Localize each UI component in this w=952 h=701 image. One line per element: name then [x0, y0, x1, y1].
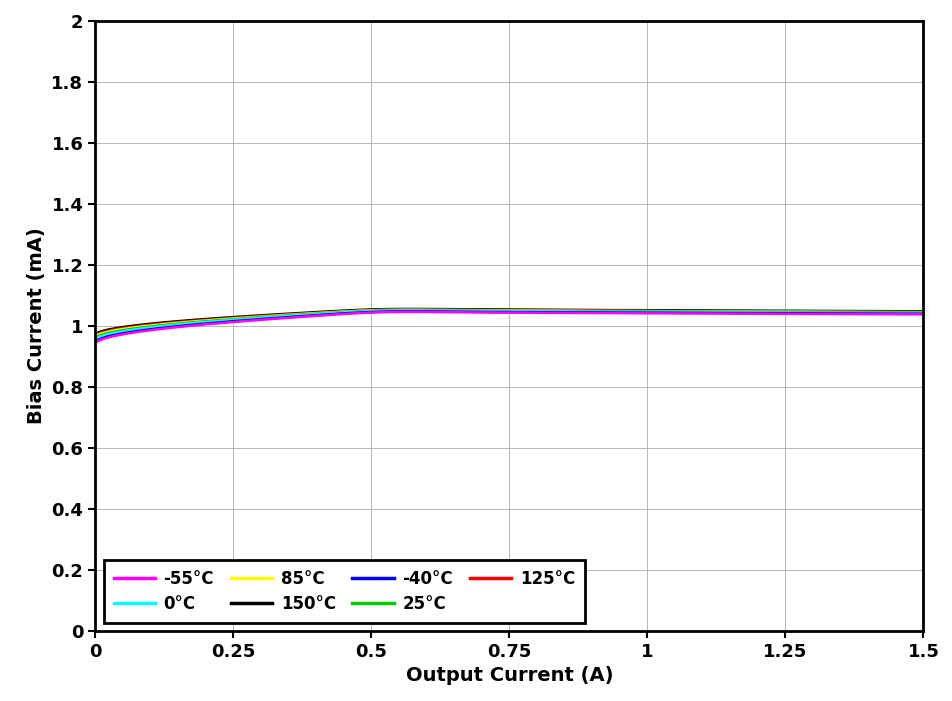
Legend: -55°C, 0°C, 85°C, 150°C, -40°C, 25°C, 125°C: -55°C, 0°C, 85°C, 150°C, -40°C, 25°C, 12… — [104, 560, 585, 622]
X-axis label: Output Current (A): Output Current (A) — [406, 666, 613, 686]
Y-axis label: Bias Current (mA): Bias Current (mA) — [27, 228, 46, 424]
